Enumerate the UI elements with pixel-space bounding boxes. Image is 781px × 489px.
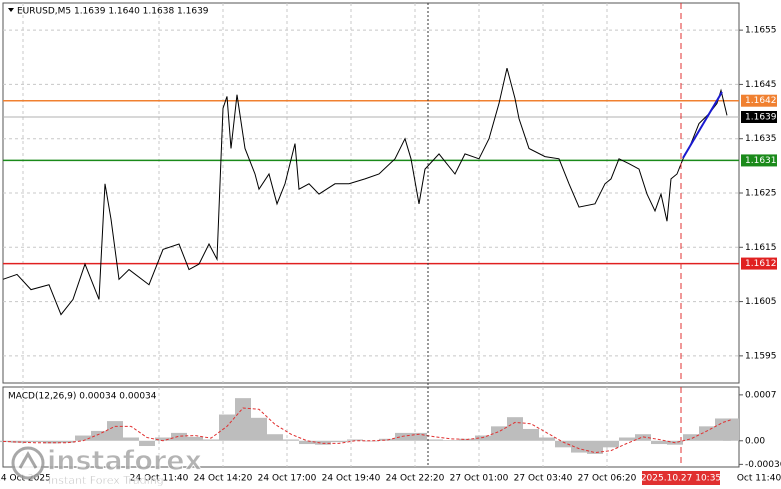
y-tick-label: 1.1645 — [745, 80, 777, 90]
macd-bar — [443, 440, 459, 441]
macd-bar — [723, 418, 739, 441]
macd-bar — [363, 440, 379, 442]
macd-bar — [299, 440, 315, 445]
macd-bar — [107, 421, 123, 441]
x-tick-label: 24 Oct 11:40 — [130, 474, 189, 484]
logo-icon — [11, 446, 45, 480]
x-tick-label: 27 Oct 06:20 — [578, 474, 637, 484]
y-tick-label: -0.00036 — [745, 460, 781, 470]
level-label-box — [741, 94, 777, 107]
logo-tagline: Instant Forex Trading — [48, 474, 164, 487]
macd-bar — [91, 430, 107, 441]
macd-bar — [411, 432, 427, 441]
macd-bar — [475, 435, 491, 441]
logo-brand: instaforex — [47, 446, 202, 477]
x-tick-label: 24 Oct 17:00 — [258, 474, 317, 484]
macd-bar — [507, 417, 523, 441]
macd-bar — [315, 440, 331, 445]
macd-bar — [155, 437, 171, 441]
x-tick-label: 27 Oct 03:40 — [514, 474, 573, 484]
header: EURUSD,M5 1.1639 1.1640 1.1638 1.1639 — [17, 7, 209, 17]
y-tick-label: 1.1635 — [745, 134, 777, 144]
y-tick-label: 0.0007 — [745, 390, 777, 400]
y-tick-label: 1.1605 — [745, 297, 777, 307]
macd-bar — [123, 437, 139, 441]
x-tick-label: 24 Oct 22:20 — [386, 474, 445, 484]
macd-bar — [571, 440, 587, 453]
macd-bar — [683, 434, 699, 441]
macd-bar — [523, 428, 539, 441]
level-label: 1.1612 — [745, 259, 777, 269]
level-label-box — [741, 154, 777, 167]
last-price-box — [741, 111, 777, 123]
dropdown-icon — [8, 8, 14, 12]
x-tick-label: 24 Oct 14:20 — [194, 474, 253, 484]
macd-bar — [539, 437, 555, 441]
price-line — [2, 68, 728, 316]
macd-bar — [379, 438, 395, 441]
macd-bar — [555, 440, 571, 448]
macd-bar — [395, 432, 411, 441]
macd-bar — [267, 434, 283, 441]
macd-bar — [219, 414, 235, 441]
level-label-box — [741, 257, 777, 270]
macd-bar — [347, 439, 363, 441]
level-label: 1.1631 — [745, 156, 777, 166]
macd-bar — [139, 440, 155, 447]
macd-bar — [491, 426, 507, 441]
macd-bar — [331, 440, 347, 443]
trend-line — [682, 91, 723, 159]
macd-panel — [2, 386, 740, 468]
logo-mark — [18, 450, 38, 469]
x-tick-label: Oct 11:40 — [737, 474, 781, 484]
cursor-label: 2025.10.27 10:35 — [641, 474, 721, 484]
last-price-label: 1.1639 — [745, 113, 777, 123]
macd-bar — [603, 440, 619, 448]
macd-bar — [251, 417, 267, 441]
cursor-label-box — [642, 471, 720, 485]
macd-bar — [203, 439, 219, 441]
macd-bar — [587, 440, 603, 454]
macd-title: MACD(12,26,9) 0.00034 0.00034 — [8, 392, 157, 402]
signal-line — [2, 407, 732, 454]
macd-bar — [619, 437, 635, 441]
y-tick-label: 1.1595 — [745, 351, 777, 361]
y-tick-label: 0.00 — [745, 436, 765, 446]
macd-bar — [187, 436, 203, 441]
macd-bar — [235, 398, 251, 441]
y-tick-label: 1.1625 — [745, 189, 777, 199]
macd-bar — [171, 432, 187, 441]
x-tick-label: 24 Oct 19:40 — [322, 474, 381, 484]
macd-bar — [283, 439, 299, 441]
macd-bar — [59, 440, 75, 443]
macd-bar — [43, 440, 59, 444]
macd-bar — [699, 426, 715, 441]
macd-bar — [427, 439, 443, 441]
logo: instaforex Instant Forex Trading — [11, 445, 203, 487]
x-tick-label: 27 Oct 01:00 — [450, 474, 509, 484]
macd-bar — [75, 435, 91, 441]
level-label: 1.1642 — [745, 96, 777, 106]
macd-bar — [651, 440, 667, 445]
macd-bar — [27, 440, 43, 443]
y-tick-label: 1.1615 — [745, 243, 777, 253]
macd-bar — [635, 434, 651, 441]
y-tick-label: 1.1655 — [745, 26, 777, 36]
